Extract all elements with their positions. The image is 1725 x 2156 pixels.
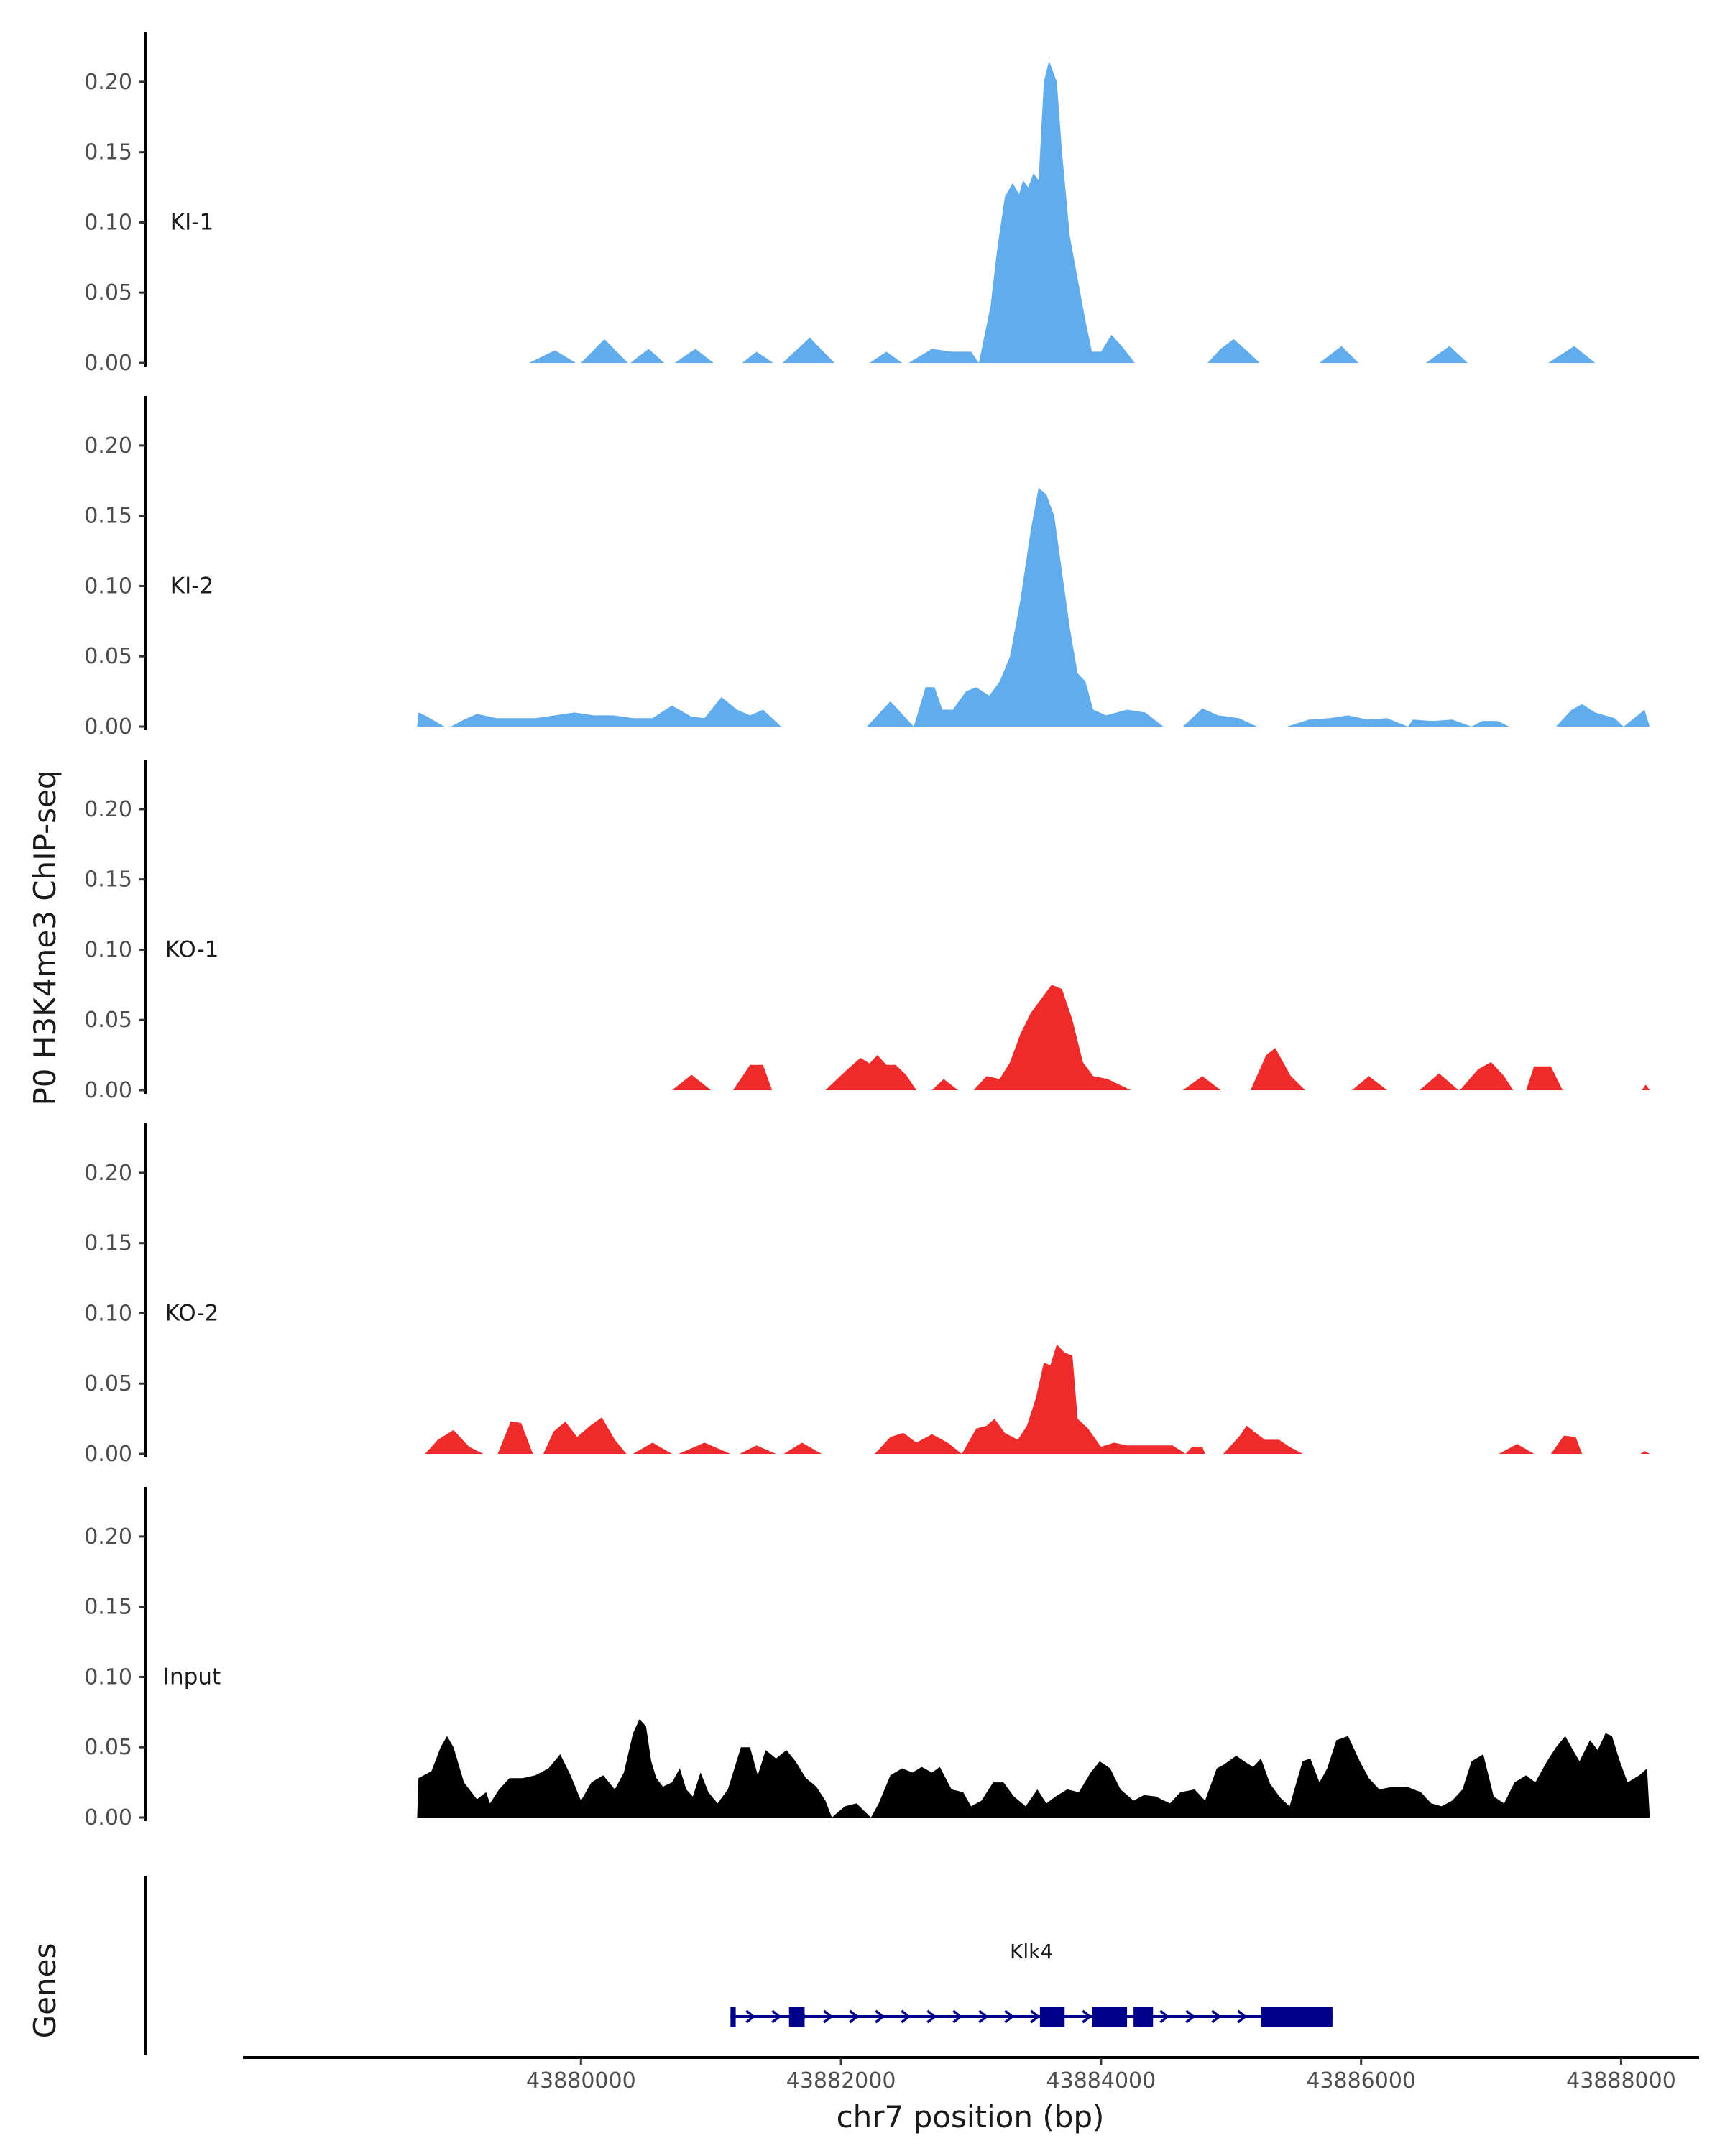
- y-tick-label: 0.15: [84, 140, 132, 165]
- y-tick-label: 0.15: [84, 1231, 132, 1256]
- y-tick-label: 0.10: [84, 1301, 132, 1326]
- x-axis: 43880000 43882000 43884000 43886000 43888000: [243, 2056, 1699, 2093]
- genes-axis-title: Genes: [27, 1943, 63, 2039]
- strand-arrow: [901, 2009, 911, 2024]
- track-ki-2: 0.20 0.15 0.10 0.05 0.00 KI-2: [84, 396, 1650, 740]
- strand-arrow: [1237, 2009, 1248, 2024]
- strand-arrow: [978, 2009, 989, 2024]
- track-input: 0.20 0.15 0.10 0.05 0.00 Input: [84, 1487, 1650, 1830]
- signal-area: [425, 1344, 1650, 1454]
- strand-arrow: [1185, 2009, 1196, 2024]
- y-tick-label: 0.15: [84, 1595, 132, 1620]
- gene-exon: [1261, 2007, 1333, 2027]
- y-tick-label: 0.20: [84, 797, 132, 822]
- track-ko-1: 0.20 0.15 0.10 0.05 0.00 KO-1: [84, 760, 1650, 1103]
- track-label: KI-2: [170, 573, 213, 599]
- strand-arrow: [745, 2009, 756, 2024]
- tracks: 0.20 0.15 0.10 0.05 0.00 KI-1 0.20 0.15 0.10 0.05…: [84, 32, 1650, 1830]
- gene-track: Klk4: [144, 1876, 1333, 2055]
- y-tick-label: 0.00: [84, 1442, 132, 1467]
- strand-arrow: [1159, 2009, 1170, 2024]
- signal-area: [529, 60, 1596, 363]
- y-tick-label: 0.20: [84, 433, 132, 459]
- y-tick-label: 0.10: [84, 937, 132, 962]
- strand-arrow: [1004, 2009, 1015, 2024]
- track-label: KO-1: [165, 936, 219, 962]
- strand-arrow: [1030, 2009, 1041, 2024]
- gene-name: Klk4: [1010, 1940, 1053, 1963]
- y-tick-label: 0.20: [84, 1524, 132, 1549]
- signal-area: [417, 487, 1650, 727]
- y-tick-label: 0.05: [84, 280, 132, 305]
- strand-arrow: [875, 2009, 886, 2024]
- y-tick-label: 0.20: [84, 1161, 132, 1186]
- gene-exon: [1039, 2007, 1065, 2027]
- gene-exon: [788, 2007, 805, 2027]
- strand-arrow: [849, 2009, 860, 2024]
- y-tick-label: 0.15: [84, 867, 132, 893]
- track-label: KO-2: [165, 1300, 219, 1326]
- y-tick-label: 0.00: [84, 1078, 132, 1103]
- track-ko-2: 0.20 0.15 0.10 0.05 0.00 KO-2: [84, 1123, 1650, 1467]
- gene-exon: [1092, 2007, 1128, 2027]
- signal-area: [417, 1719, 1650, 1818]
- y-tick-label: 0.10: [84, 573, 132, 599]
- track-label: Input: [163, 1664, 221, 1690]
- gene-exon: [730, 2007, 736, 2027]
- track-label: KI-1: [170, 209, 213, 235]
- x-tick-label: 43884000: [1046, 2068, 1156, 2093]
- strand-arrow: [1211, 2009, 1222, 2024]
- x-tick-label: 43886000: [1306, 2068, 1416, 2093]
- strand-arrow: [926, 2009, 937, 2024]
- gene-exon: [1133, 2007, 1154, 2027]
- y-tick-label: 0.00: [84, 714, 132, 740]
- y-tick-label: 0.05: [84, 1735, 132, 1760]
- y-axis-title: P0 H3K4me3 ChIP-seq: [27, 770, 63, 1105]
- y-tick-label: 0.15: [84, 504, 132, 529]
- x-axis-title: chr7 position (bp): [837, 2099, 1105, 2134]
- strand-arrow: [952, 2009, 963, 2024]
- x-tick-label: 43882000: [786, 2068, 896, 2093]
- track-ki-1: 0.20 0.15 0.10 0.05 0.00 KI-1: [84, 32, 1596, 376]
- y-tick-label: 0.05: [84, 644, 132, 669]
- y-tick-label: 0.05: [84, 1008, 132, 1033]
- x-tick-label: 43888000: [1566, 2068, 1676, 2093]
- signal-area: [671, 985, 1650, 1090]
- strand-arrow: [771, 2009, 782, 2024]
- strand-arrow: [823, 2009, 834, 2024]
- y-tick-label: 0.10: [84, 210, 132, 235]
- y-tick-label: 0.00: [84, 1805, 132, 1830]
- y-tick-label: 0.05: [84, 1371, 132, 1396]
- strand-arrow: [1082, 2009, 1092, 2024]
- x-tick-label: 43880000: [526, 2068, 636, 2093]
- y-tick-label: 0.10: [84, 1664, 132, 1690]
- gene-klk4: Klk4: [730, 1940, 1333, 2027]
- y-tick-label: 0.00: [84, 351, 132, 376]
- y-tick-label: 0.20: [84, 70, 132, 95]
